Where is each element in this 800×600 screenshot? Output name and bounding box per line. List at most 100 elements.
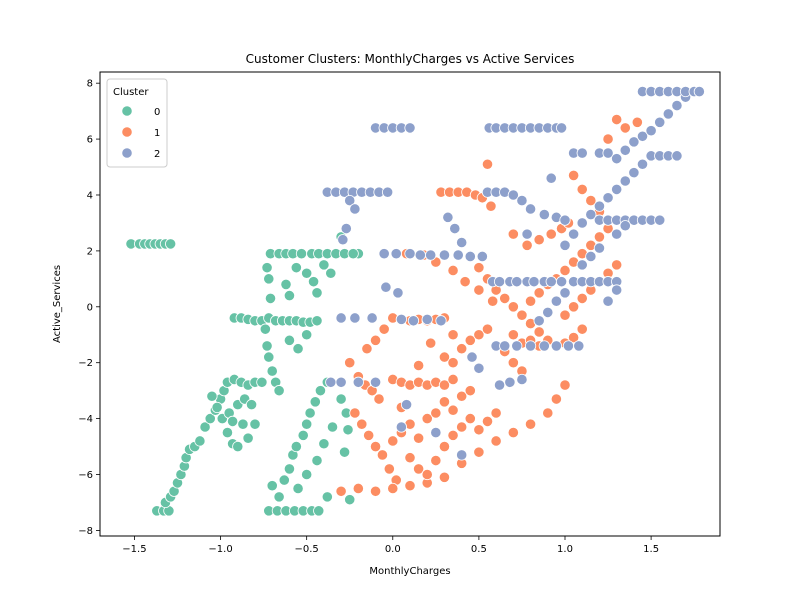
point-cluster-0 xyxy=(165,238,177,250)
point-cluster-1 xyxy=(542,407,554,419)
point-cluster-1 xyxy=(602,133,614,145)
point-cluster-0 xyxy=(194,435,206,447)
y-axis-label: Active_Services xyxy=(52,265,63,343)
point-cluster-1 xyxy=(559,264,571,277)
point-cluster-2 xyxy=(499,340,511,352)
point-cluster-2 xyxy=(400,399,413,411)
point-cluster-2 xyxy=(602,295,614,307)
point-cluster-1 xyxy=(352,482,364,495)
point-cluster-1 xyxy=(576,292,588,305)
point-cluster-0 xyxy=(295,248,308,260)
point-cluster-1 xyxy=(631,116,643,128)
point-cluster-1 xyxy=(481,415,494,427)
point-cluster-2 xyxy=(380,281,392,293)
x-tick-label: 1.0 xyxy=(557,544,573,555)
point-cluster-1 xyxy=(473,284,485,296)
point-cluster-1 xyxy=(568,301,580,313)
y-tick-label: −4 xyxy=(78,414,93,425)
point-cluster-2 xyxy=(352,376,364,388)
point-cluster-1 xyxy=(524,418,537,430)
point-cluster-0 xyxy=(338,446,351,458)
point-cluster-2 xyxy=(524,340,537,352)
point-cluster-0 xyxy=(264,292,277,305)
point-cluster-2 xyxy=(611,183,623,195)
point-cluster-2 xyxy=(545,276,557,288)
point-cluster-0 xyxy=(280,278,292,291)
point-cluster-2 xyxy=(693,85,705,98)
point-cluster-0 xyxy=(266,480,278,492)
point-cluster-1 xyxy=(487,295,499,307)
point-cluster-2 xyxy=(538,340,550,352)
point-cluster-1 xyxy=(464,385,476,397)
point-cluster-1 xyxy=(430,454,442,467)
legend-box xyxy=(106,78,168,168)
legend-marker xyxy=(121,147,133,159)
y-tick-label: 8 xyxy=(87,79,93,90)
point-cluster-0 xyxy=(263,273,275,285)
point-cluster-0 xyxy=(237,418,249,430)
point-cluster-2 xyxy=(611,228,623,240)
point-cluster-0 xyxy=(307,276,320,288)
point-cluster-1 xyxy=(373,393,385,405)
point-cluster-1 xyxy=(430,407,442,419)
point-cluster-2 xyxy=(602,192,614,204)
point-cluster-1 xyxy=(473,424,485,436)
point-cluster-2 xyxy=(493,379,506,391)
point-cluster-2 xyxy=(550,295,562,307)
point-cluster-0 xyxy=(325,267,337,279)
point-cluster-2 xyxy=(421,313,433,325)
point-cluster-2 xyxy=(611,153,623,165)
point-cluster-1 xyxy=(421,468,433,481)
point-cluster-1 xyxy=(559,309,571,321)
x-tick-label: 1.5 xyxy=(643,544,659,555)
point-cluster-1 xyxy=(383,463,395,475)
point-cluster-0 xyxy=(335,393,347,405)
point-cluster-2 xyxy=(335,376,347,388)
point-cluster-1 xyxy=(481,158,494,170)
point-cluster-2 xyxy=(395,313,407,325)
point-cluster-1 xyxy=(507,357,519,369)
point-cluster-0 xyxy=(261,340,273,352)
point-cluster-2 xyxy=(662,108,674,120)
point-cluster-0 xyxy=(199,421,211,433)
point-cluster-1 xyxy=(533,234,545,246)
point-cluster-1 xyxy=(533,287,545,299)
y-axis: −8 −6 −4 −2 0 2 4 6 8 xyxy=(78,79,100,537)
point-cluster-2 xyxy=(466,351,478,363)
point-cluster-2 xyxy=(538,208,550,221)
point-cluster-1 xyxy=(464,334,476,346)
point-cluster-1 xyxy=(369,485,382,497)
point-cluster-2 xyxy=(559,287,571,299)
point-cluster-0 xyxy=(301,267,313,279)
point-cluster-2 xyxy=(542,306,554,318)
point-cluster-0 xyxy=(221,426,234,439)
point-cluster-2 xyxy=(619,144,631,156)
point-cluster-1 xyxy=(619,122,631,134)
point-cluster-0 xyxy=(311,287,323,299)
point-cluster-2 xyxy=(369,376,382,388)
point-cluster-2 xyxy=(555,122,568,134)
point-cluster-1 xyxy=(447,329,459,341)
point-cluster-1 xyxy=(349,407,361,419)
point-cluster-2 xyxy=(654,116,666,128)
point-cluster-0 xyxy=(283,334,296,346)
point-cluster-1 xyxy=(369,440,382,453)
point-cluster-1 xyxy=(490,435,502,447)
point-cluster-2 xyxy=(593,200,606,212)
point-cluster-1 xyxy=(456,343,468,355)
point-cluster-1 xyxy=(585,194,597,207)
point-cluster-0 xyxy=(318,438,330,450)
points-layer xyxy=(125,85,705,517)
point-cluster-0 xyxy=(297,429,309,441)
point-cluster-2 xyxy=(654,214,666,226)
point-cluster-0 xyxy=(242,432,254,444)
point-cluster-1 xyxy=(447,404,459,416)
point-cluster-1 xyxy=(473,262,485,274)
point-cluster-2 xyxy=(390,248,402,260)
legend-marker xyxy=(121,126,133,138)
point-cluster-2 xyxy=(511,276,523,288)
point-cluster-2 xyxy=(585,208,597,221)
legend-label: 1 xyxy=(154,128,160,139)
point-cluster-2 xyxy=(628,136,640,148)
point-cluster-2 xyxy=(435,315,447,327)
